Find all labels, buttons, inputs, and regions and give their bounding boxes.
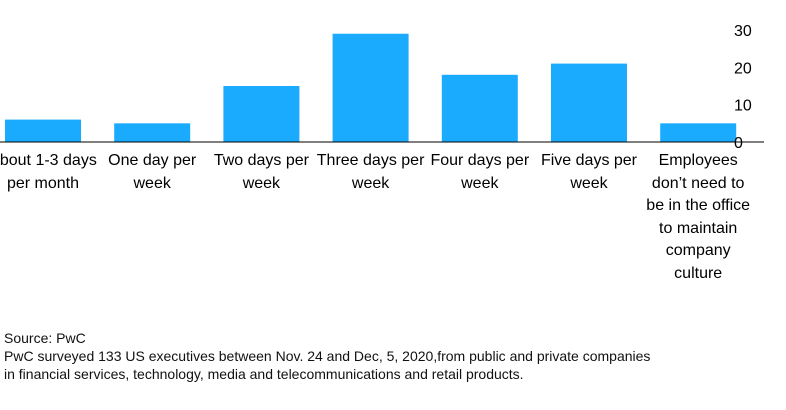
- y-tick-label-30: 30: [734, 23, 752, 40]
- bar-1: [5, 119, 81, 142]
- category-label-6: Five days per week: [540, 152, 638, 192]
- source-text: Source: PwC: [4, 330, 86, 346]
- bar-3: [223, 86, 300, 142]
- y-tick-label-0: 0: [734, 135, 743, 150]
- bar-2: [114, 123, 191, 142]
- category-label-7: Employees don’t need to be in the office…: [646, 152, 751, 282]
- bars-group: [5, 33, 737, 142]
- bar-4: [332, 33, 409, 142]
- bar-5: [441, 74, 518, 142]
- bar-7: [660, 123, 737, 142]
- category-label-1: About 1-3 days per month: [0, 152, 97, 192]
- y-tick-label-20: 20: [734, 60, 752, 77]
- y-tick-label-10: 10: [734, 98, 752, 115]
- y-axis-ticks: 0 10 20 30: [734, 23, 752, 150]
- category-label-2: One day per week: [108, 152, 197, 192]
- category-label-4: Three days per week: [316, 152, 425, 192]
- bar-chart: 0 10 20 30: [0, 23, 764, 150]
- note-line-1: PwC surveyed 133 US executives between N…: [4, 348, 651, 364]
- category-label-5: Four days per week: [430, 152, 530, 192]
- category-label-3: Two days per week: [213, 152, 309, 192]
- bar-6: [551, 63, 627, 142]
- note-line-2: in financial services, technology, media…: [4, 366, 524, 382]
